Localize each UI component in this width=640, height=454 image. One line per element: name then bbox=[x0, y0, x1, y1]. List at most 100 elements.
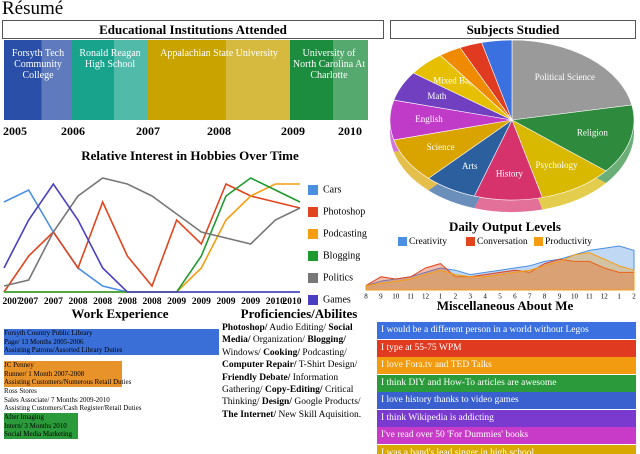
job-entry: After Imaging Intern/ 3 Months 2010 Social… bbox=[4, 413, 78, 439]
proficiency: Photoshop/ bbox=[222, 323, 268, 333]
x-tick-label: 2009 bbox=[241, 297, 260, 307]
x-tick-label: 2007 bbox=[3, 297, 22, 307]
proficiency: The Internet/ bbox=[222, 409, 277, 420]
proficiency: Friendly Debate/ bbox=[222, 372, 291, 383]
job-line: Ross Stores bbox=[4, 387, 37, 395]
proficiency: Copy-Editing/ bbox=[265, 385, 323, 396]
x-tick-label: 12 bbox=[601, 293, 609, 301]
pie-label: Political Science bbox=[535, 72, 595, 82]
x-tick-label: 8 bbox=[364, 293, 368, 301]
page-title: Résumé bbox=[2, 0, 64, 19]
proficiency: Critical Thinking/ bbox=[222, 385, 354, 408]
year-label: 2007 bbox=[136, 124, 160, 138]
institution-bar: Appalachian State University bbox=[148, 40, 290, 120]
x-tick-label: 4 bbox=[483, 293, 487, 301]
x-tick-label: 9 bbox=[558, 293, 562, 301]
job-line: Intern/ 3 Months 2010 bbox=[4, 421, 67, 430]
misc-item: I would be a different person in a world… bbox=[377, 322, 636, 339]
x-tick-label: 10 bbox=[392, 293, 400, 301]
section-heading: Work Experience bbox=[71, 306, 169, 321]
legend-swatch bbox=[466, 237, 475, 246]
proficiency: Google Products/ bbox=[294, 397, 361, 408]
institution-bar: University of North Carolina At Charlott… bbox=[290, 40, 368, 120]
section-heading: Subjects Studied bbox=[390, 20, 636, 39]
x-tick-label: 6 bbox=[513, 293, 517, 301]
line bbox=[3, 182, 300, 293]
legend-swatch bbox=[308, 229, 318, 239]
proficiency: Information Gathering/ bbox=[222, 372, 339, 396]
pie-label: Science bbox=[427, 142, 455, 152]
misc-item: I was a band's lead singer in high schoo… bbox=[377, 444, 636, 454]
x-tick-label: 5 bbox=[498, 293, 502, 301]
job-line: JC Penney bbox=[4, 361, 34, 369]
year-label: 2006 bbox=[61, 124, 85, 138]
year-label: 2010 bbox=[338, 124, 362, 138]
misc-item: I think DIY and How-To articles are awes… bbox=[377, 374, 636, 392]
pie-label: Arts bbox=[462, 161, 478, 171]
x-tick-label: 9 bbox=[379, 293, 383, 301]
proficiency: Design/ bbox=[261, 397, 292, 408]
line bbox=[3, 177, 301, 287]
legend-label: Photoshop bbox=[323, 206, 365, 217]
misc-item: I love history thanks to video games bbox=[377, 392, 636, 409]
pie-label: Math bbox=[427, 91, 446, 101]
job-entry: JC Penney Runner/ 1 Month 2007-2008 Assist… bbox=[4, 361, 131, 387]
legend-label: Creativity bbox=[409, 237, 447, 247]
legend-swatch bbox=[534, 237, 543, 246]
x-tick-label: 2007 bbox=[19, 297, 38, 307]
legend-swatch bbox=[308, 251, 318, 261]
legend-label: Blogging bbox=[323, 250, 360, 261]
year-label: 2008 bbox=[207, 124, 231, 138]
job-line: Sales Associate/ 7 Months 2009-2010 bbox=[4, 395, 110, 404]
proficiency: New Skill Aquisition. bbox=[278, 409, 362, 420]
x-tick-label: 2008 bbox=[118, 297, 137, 307]
x-tick-label: 3 bbox=[468, 293, 472, 301]
pie-slice bbox=[511, 104, 635, 172]
x-tick-label: 2009 bbox=[192, 297, 211, 307]
legend-swatch bbox=[308, 185, 318, 195]
proficiency: Windows/ bbox=[222, 347, 261, 358]
pie-label: English bbox=[415, 114, 443, 124]
job-line: Runner/ 1 Month 2007-2008 bbox=[4, 369, 85, 378]
year-label: 2009 bbox=[281, 124, 305, 138]
job-entry: Ross Stores Sales Associate/ 7 Months 200… bbox=[4, 387, 142, 413]
x-tick-label: 2009 bbox=[217, 297, 236, 307]
pie-label: History bbox=[496, 168, 524, 178]
line bbox=[4, 183, 300, 293]
job-line: Assisting Customers/Cash Register/Retail… bbox=[4, 404, 142, 412]
year-label: 2005 bbox=[3, 124, 27, 138]
job-line: Social Media Marketing bbox=[4, 430, 73, 438]
misc-item: I love Fora.tv and TED Talks bbox=[377, 357, 636, 374]
job-line: After Imaging bbox=[4, 413, 44, 421]
pie-slice bbox=[511, 39, 633, 121]
proficiency: Cooking/ bbox=[263, 347, 301, 358]
misc-item: I think Wikipedia is addicting bbox=[377, 409, 636, 427]
area bbox=[365, 245, 635, 291]
area bbox=[365, 252, 635, 291]
legend-label: Conversation bbox=[477, 237, 528, 247]
legend-swatch bbox=[308, 273, 318, 283]
pie-label: Psychology bbox=[535, 160, 578, 170]
x-tick-label: 11 bbox=[407, 293, 414, 301]
proficiency: T-Shirt Design/ bbox=[298, 360, 358, 371]
x-tick-label: 10 bbox=[571, 293, 579, 301]
x-tick-label: 2007 bbox=[44, 297, 63, 307]
section-heading: Miscellaneous About Me bbox=[436, 298, 574, 313]
pie-label: Mixed Bag bbox=[433, 76, 474, 86]
pie-slice bbox=[511, 119, 607, 198]
x-tick-label: 2 bbox=[632, 293, 636, 301]
job-line: Page/ 13 Months 2005-2006 bbox=[4, 337, 84, 346]
legend-swatch bbox=[308, 207, 318, 217]
proficiency-text: Photoshop/ Audio Editing/ Social Media/ … bbox=[222, 322, 374, 421]
pie-slice bbox=[481, 39, 513, 121]
x-tick-label: 2 bbox=[454, 293, 458, 301]
job-line: Forsyth Country Public Library bbox=[4, 329, 93, 337]
x-tick-label: 11 bbox=[586, 293, 593, 301]
section-heading: Proficiencies/Abilites bbox=[240, 306, 358, 321]
proficiency: Social Media/ bbox=[222, 323, 353, 346]
pie-label: Religion bbox=[577, 128, 608, 138]
misc-item: I've read over 50 'For Dummies' books bbox=[377, 427, 636, 444]
legend-swatch bbox=[308, 295, 318, 305]
